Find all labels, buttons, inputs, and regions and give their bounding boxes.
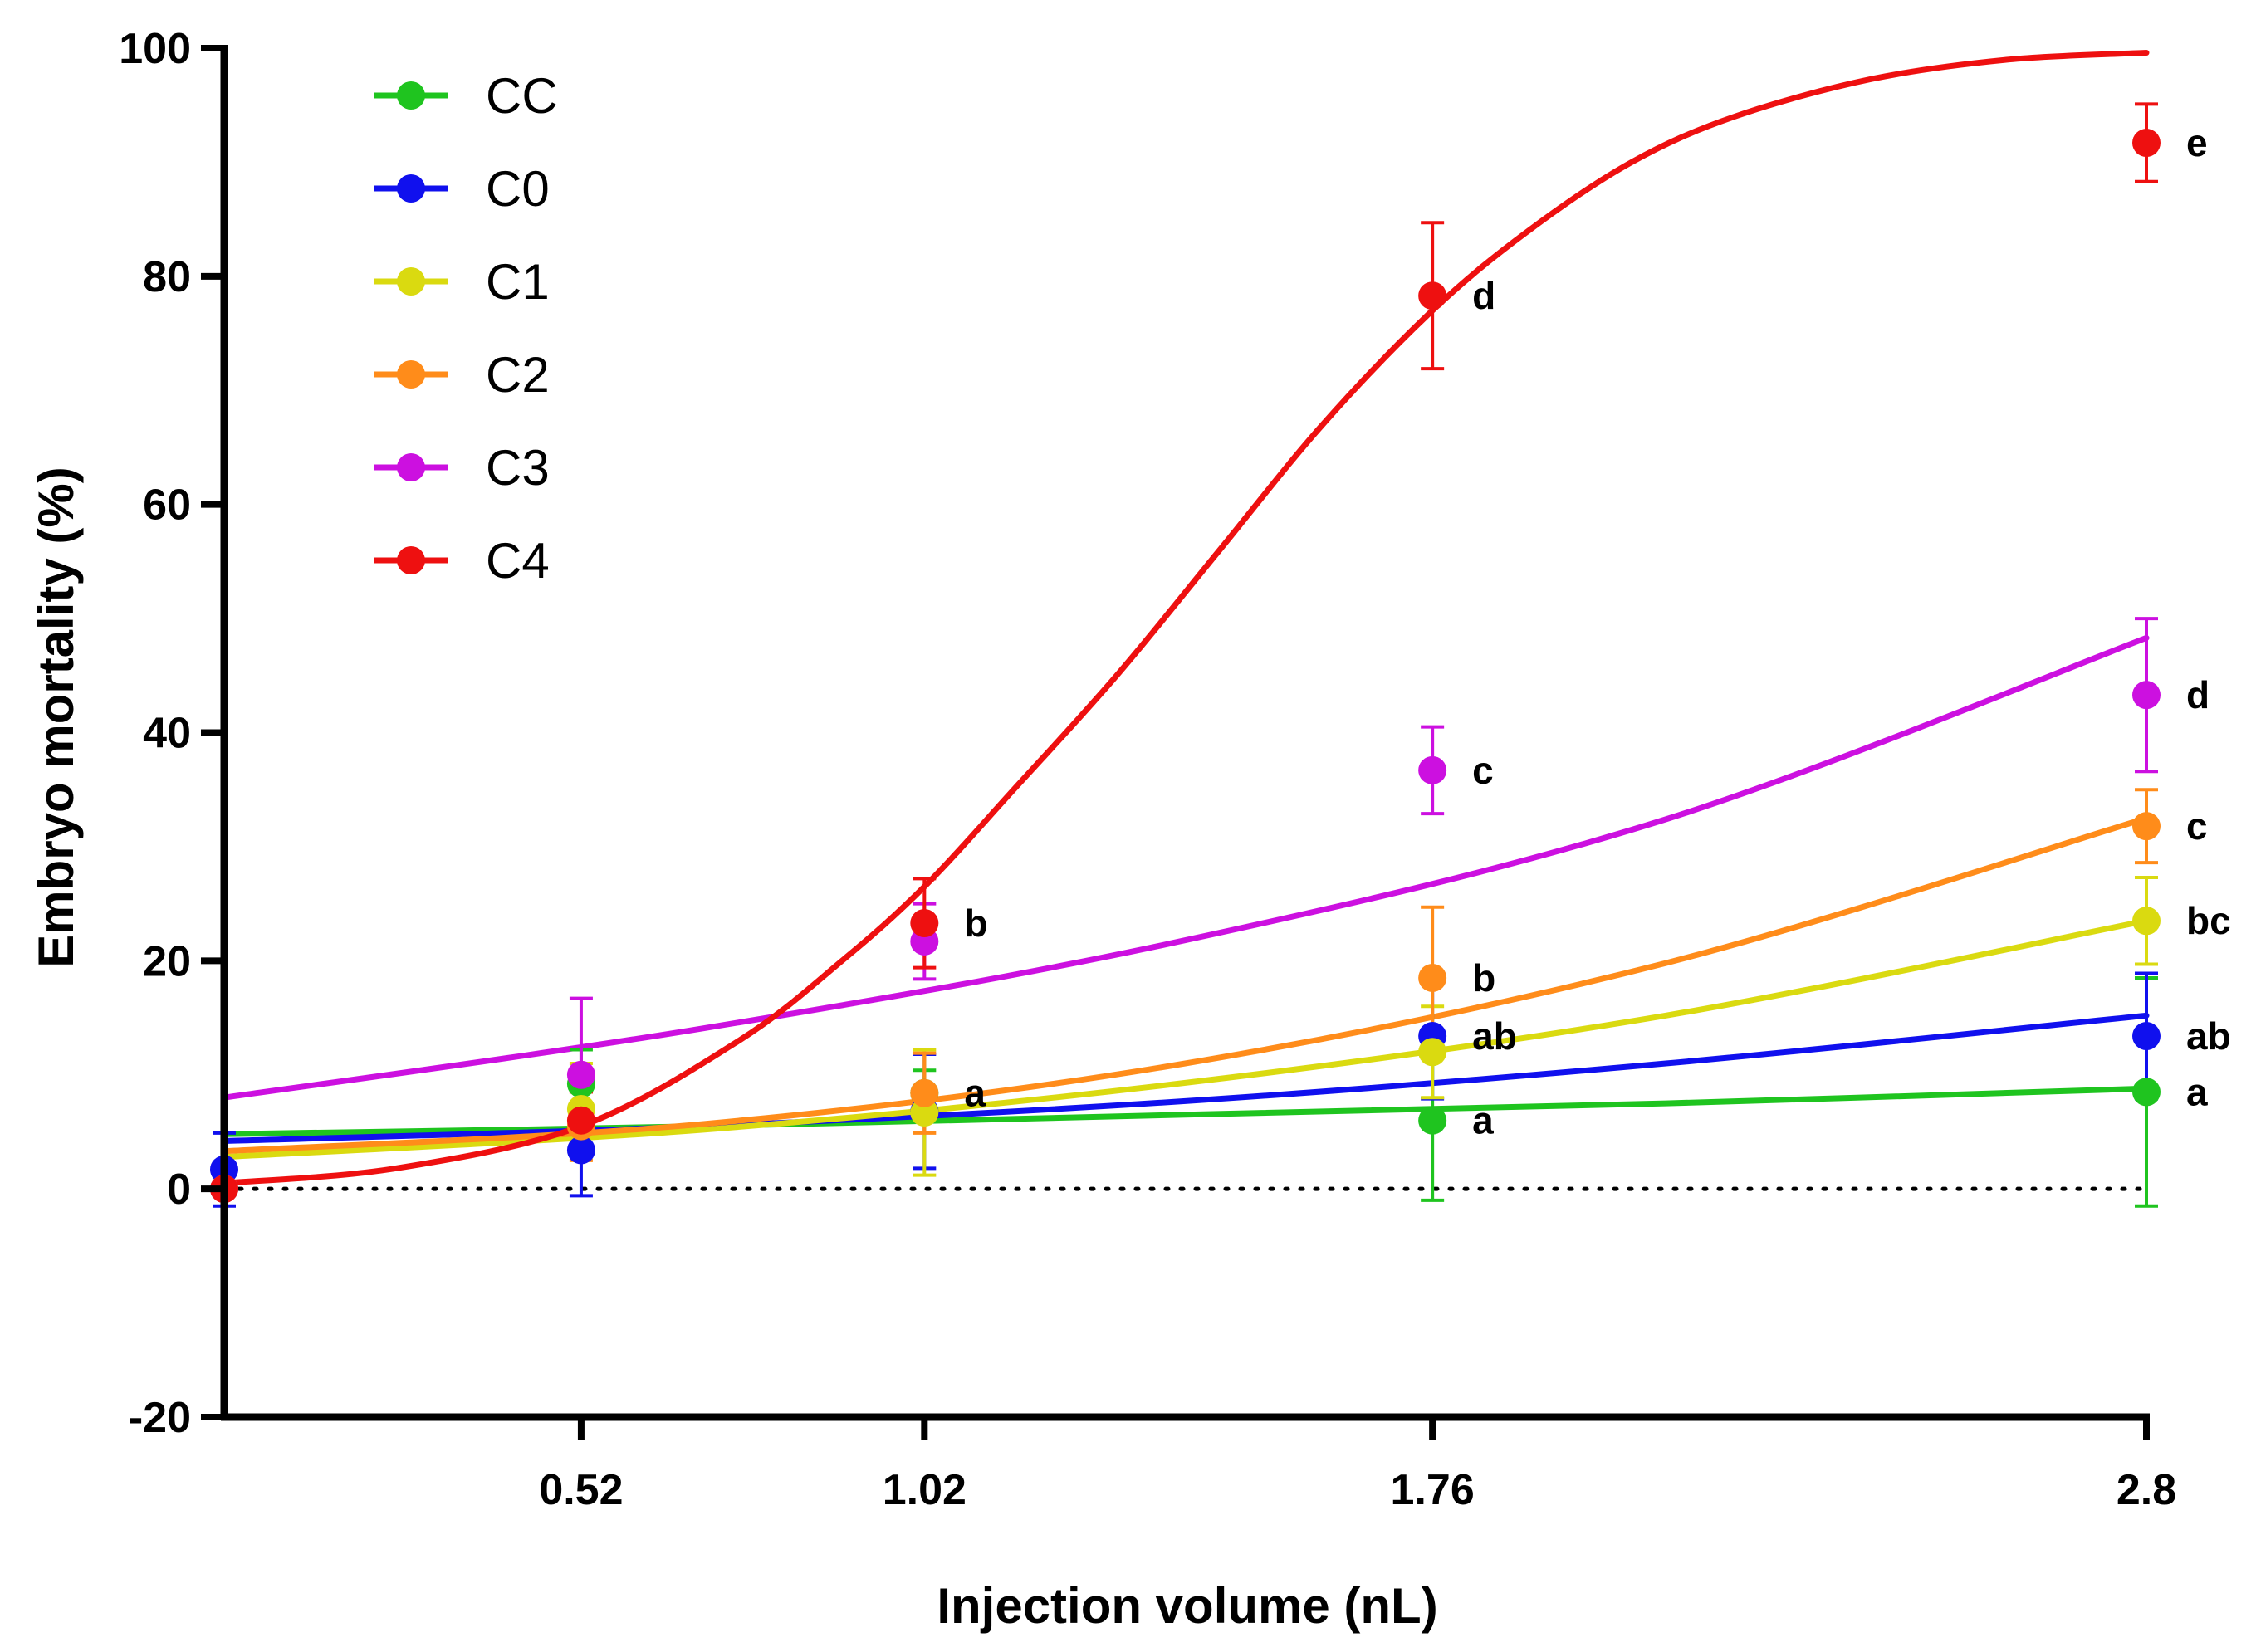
- y-tick-label: 20: [143, 937, 191, 985]
- fit-curves-layer: [221, 50, 2150, 1186]
- data-point-c2: [1418, 963, 1447, 992]
- data-point-c3: [1418, 755, 1447, 784]
- data-point-c1: [1418, 1038, 1447, 1067]
- data-point-c4: [1418, 281, 1447, 310]
- data-point-c0: [566, 1136, 595, 1165]
- significance-label-c3: d: [2186, 673, 2210, 716]
- significance-label-c4: b: [964, 902, 987, 945]
- legend-marker-c2: [397, 360, 425, 389]
- significance-label-c1: bc: [2186, 899, 2231, 942]
- legend-label-c2: C2: [486, 347, 550, 403]
- legend-marker-cc: [397, 81, 425, 110]
- x-tick-label: 1.02: [883, 1466, 967, 1514]
- fit-curve-c1: [221, 917, 2150, 1161]
- y-tick-label: 80: [143, 253, 191, 301]
- data-point-c1: [2132, 907, 2161, 936]
- data-point-c4: [910, 908, 939, 937]
- significance-label-c3: c: [1472, 749, 1494, 792]
- significance-label-c2: c: [2186, 804, 2208, 848]
- fit-curve-c2: [221, 815, 2150, 1155]
- y-tick-label: -20: [129, 1394, 191, 1442]
- data-point-c4: [2132, 129, 2161, 158]
- legend-label-cc: CC: [486, 68, 558, 124]
- data-points-layer: [210, 129, 2161, 1204]
- x-tick-label: 1.76: [1391, 1466, 1475, 1514]
- significance-label-c0: ab: [2186, 1014, 2231, 1058]
- legend-marker-c0: [397, 174, 425, 203]
- legend: CC C0 C1 C2 C3 C4: [374, 68, 558, 589]
- data-point-c3: [566, 1060, 595, 1089]
- y-tick-label: 0: [167, 1166, 191, 1214]
- significance-label-cc: a: [964, 1072, 986, 1115]
- data-point-cc: [1418, 1106, 1447, 1135]
- y-tick-label: 100: [119, 25, 191, 73]
- data-point-c1: [910, 1098, 939, 1127]
- fit-curve-c0: [221, 1012, 2150, 1144]
- significance-label-cc: a: [1472, 1099, 1494, 1142]
- legend-marker-c4: [397, 546, 425, 574]
- data-point-c4: [566, 1106, 595, 1135]
- significance-label-c0: ab: [1472, 1014, 1517, 1058]
- significance-label-c4: e: [2186, 121, 2208, 164]
- legend-label-c0: C0: [486, 161, 550, 217]
- y-axis-title: Embryo mortality (%): [28, 467, 84, 967]
- legend-label-c1: C1: [486, 254, 550, 310]
- legend-marker-c3: [397, 453, 425, 481]
- significance-label-cc: a: [2186, 1070, 2208, 1113]
- data-point-c2: [910, 1078, 939, 1107]
- y-tick-label: 60: [143, 481, 191, 530]
- data-point-c2: [2132, 812, 2161, 841]
- fit-curve-c4: [221, 50, 2150, 1186]
- fit-curve-cc: [221, 1085, 2150, 1137]
- x-tick-label: 0.52: [539, 1466, 623, 1514]
- data-point-c3: [2132, 681, 2161, 710]
- fit-curve-c3: [221, 634, 2150, 1101]
- data-point-cc: [2132, 1078, 2161, 1107]
- legend-marker-c1: [397, 267, 425, 296]
- legend-label-c4: C4: [486, 533, 550, 589]
- x-tick-label: 2.8: [2117, 1466, 2176, 1514]
- x-axis-title: Injection volume (nL): [937, 1578, 1437, 1634]
- y-tick-label: 40: [143, 710, 191, 758]
- legend-label-c3: C3: [486, 440, 550, 496]
- data-point-c0: [2132, 1022, 2161, 1051]
- axes-layer: -20 0 20 40 60 80 100 0.52 1.02 1.76 2.8: [119, 25, 2176, 1514]
- significance-label-c2: b: [1472, 956, 1495, 1000]
- significance-label-c4: d: [1472, 274, 1495, 317]
